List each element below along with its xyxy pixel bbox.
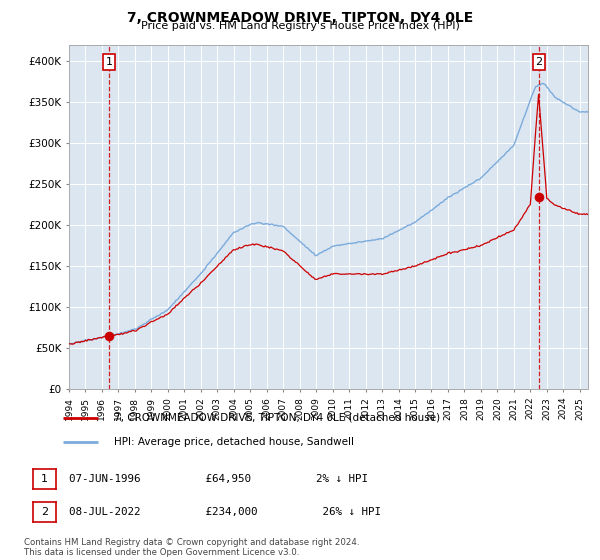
- Text: 08-JUL-2022          £234,000          26% ↓ HPI: 08-JUL-2022 £234,000 26% ↓ HPI: [69, 507, 381, 517]
- Text: 2: 2: [535, 57, 542, 67]
- Text: HPI: Average price, detached house, Sandwell: HPI: Average price, detached house, Sand…: [113, 437, 353, 447]
- Text: 1: 1: [106, 57, 113, 67]
- Text: Price paid vs. HM Land Registry's House Price Index (HPI): Price paid vs. HM Land Registry's House …: [140, 21, 460, 31]
- Text: 07-JUN-1996          £64,950          2% ↓ HPI: 07-JUN-1996 £64,950 2% ↓ HPI: [69, 474, 368, 484]
- Text: 2: 2: [41, 507, 48, 517]
- Text: 7, CROWNMEADOW DRIVE, TIPTON, DY4 0LE (detached house): 7, CROWNMEADOW DRIVE, TIPTON, DY4 0LE (d…: [113, 413, 440, 423]
- Text: 7, CROWNMEADOW DRIVE, TIPTON, DY4 0LE: 7, CROWNMEADOW DRIVE, TIPTON, DY4 0LE: [127, 11, 473, 25]
- Point: [534, 193, 544, 202]
- Text: Contains HM Land Registry data © Crown copyright and database right 2024.
This d: Contains HM Land Registry data © Crown c…: [24, 538, 359, 557]
- Point: [104, 332, 114, 340]
- Text: 1: 1: [41, 474, 48, 484]
